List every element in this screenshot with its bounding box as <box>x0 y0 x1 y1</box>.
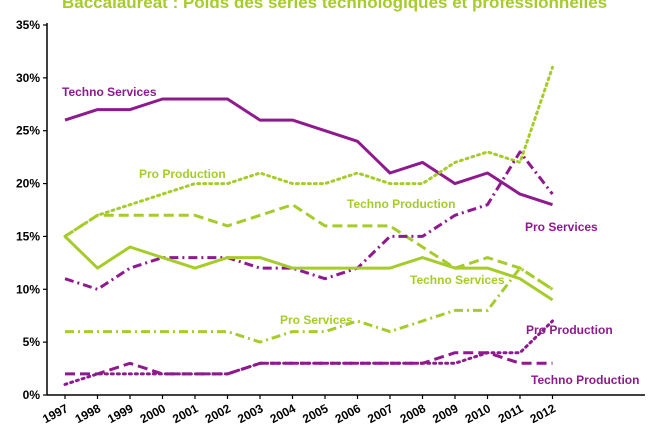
series-label-pro-production: Pro Production <box>526 323 613 337</box>
x-tick-label: 2000 <box>138 401 168 426</box>
series-label-pro-production: Pro Production <box>139 167 226 181</box>
series-label-pro-services: Pro Services <box>280 313 353 327</box>
y-tick-label: 35% <box>16 18 40 32</box>
x-tick-label: 2012 <box>528 401 558 426</box>
x-tick-label: 2009 <box>430 401 460 426</box>
chart-title: Baccalauréat : Poids des séries technolo… <box>62 0 608 12</box>
x-tick-label: 2003 <box>235 401 265 426</box>
y-tick-label: 15% <box>16 229 40 243</box>
x-tick-label: 2006 <box>333 401 363 426</box>
x-tick-label: 1998 <box>73 401 103 426</box>
x-tick-label: 1997 <box>40 401 70 426</box>
x-tick-label: 2002 <box>203 401 233 426</box>
series-label-techno-production: Techno Production <box>347 197 455 211</box>
series-labels: Techno Services Pro Production Techno Prod… <box>62 85 639 387</box>
x-tick-label: 2011 <box>496 401 526 426</box>
x-tick-label: 2004 <box>268 401 298 426</box>
series-line-pro-services <box>64 150 554 291</box>
x-tick-label: 2008 <box>398 401 428 426</box>
y-tick-label: 5% <box>23 335 41 349</box>
y-tick-label: 0% <box>23 388 41 402</box>
series-label-pro-services: Pro Services <box>525 220 598 234</box>
series-line-techno-services <box>63 235 554 302</box>
series-line-techno-production <box>65 351 553 376</box>
series-label-techno-production: Techno Production <box>531 373 639 387</box>
series-line-pro-services <box>65 266 554 344</box>
series-line-pro-production <box>63 65 554 238</box>
y-tick-label: 10% <box>16 282 40 296</box>
y-tick-label: 25% <box>16 124 40 138</box>
series-line-techno-production <box>64 203 554 291</box>
axes: 0%5%10%15%20%25%30%35%1997 1998 1999 2000 20… <box>16 18 645 426</box>
x-tick-label: 2010 <box>463 401 493 426</box>
y-tick-label: 20% <box>16 177 40 191</box>
x-tick-label: 2007 <box>365 401 395 426</box>
x-tick-label: 1999 <box>105 401 135 426</box>
series-label-techno-services: Techno Services <box>410 273 505 287</box>
series-lines <box>63 65 554 386</box>
y-tick-label: 30% <box>16 71 40 85</box>
x-tick-label: 2001 <box>170 401 200 426</box>
series-label-techno-services: Techno Services <box>62 85 157 99</box>
x-tick-label: 2005 <box>300 401 330 426</box>
series-line-techno-services <box>64 97 553 207</box>
